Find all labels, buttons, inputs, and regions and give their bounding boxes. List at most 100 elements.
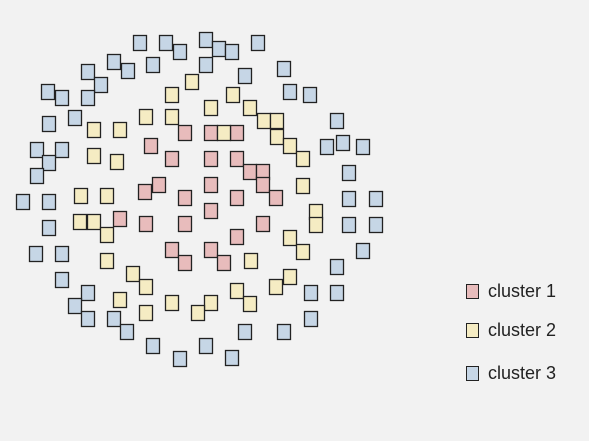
cluster-2-marker	[112, 291, 128, 309]
cluster-3-marker	[329, 112, 345, 130]
cluster-1-marker	[203, 202, 219, 220]
cluster-3-marker	[80, 89, 96, 107]
cluster-3-marker	[341, 216, 357, 234]
cluster-2-marker	[295, 177, 311, 195]
cluster-3-marker	[282, 83, 298, 101]
cluster-3-marker	[341, 190, 357, 208]
cluster-1-marker	[203, 241, 219, 259]
cluster-2-marker	[184, 73, 200, 91]
cluster-1-marker	[203, 150, 219, 168]
cluster-3-marker	[211, 40, 227, 58]
cluster-3-marker	[335, 134, 351, 152]
cluster-3-marker	[276, 60, 292, 78]
cluster-1-marker	[203, 124, 219, 142]
cluster-1-marker	[177, 189, 193, 207]
cluster-3-marker	[276, 323, 292, 341]
cluster-1-marker	[164, 150, 180, 168]
cluster-3-marker	[329, 258, 345, 276]
cluster-2-marker	[164, 108, 180, 126]
cluster-3-marker	[319, 138, 335, 156]
cluster-3-marker	[237, 323, 253, 341]
legend-swatch-cluster-1	[466, 284, 479, 299]
cluster-2-marker	[86, 121, 102, 139]
cluster-3-marker	[54, 141, 70, 159]
cluster-3-marker	[54, 271, 70, 289]
cluster-3-marker	[224, 349, 240, 367]
cluster-1-marker	[177, 254, 193, 272]
cluster-2-marker	[308, 216, 324, 234]
cluster-1-marker	[229, 228, 245, 246]
cluster-2-marker	[229, 282, 245, 300]
cluster-2-marker	[203, 294, 219, 312]
cluster-3-marker	[54, 89, 70, 107]
cluster-1-marker	[229, 124, 245, 142]
cluster-3-marker	[250, 34, 266, 52]
cluster-1-marker	[138, 215, 154, 233]
cluster-1-marker	[177, 215, 193, 233]
cluster-2-marker	[164, 86, 180, 104]
cluster-2-marker	[216, 124, 232, 142]
cluster-1-marker	[203, 176, 219, 194]
cluster-2-marker	[112, 121, 128, 139]
cluster-2-marker	[99, 187, 115, 205]
cluster-3-marker	[172, 43, 188, 61]
cluster-3-marker	[93, 76, 109, 94]
cluster-2-marker	[282, 137, 298, 155]
cluster-2-marker	[86, 147, 102, 165]
legend-label-cluster-1: cluster 1	[488, 281, 557, 301]
cluster-2-marker	[269, 128, 285, 146]
cluster-2-marker	[242, 99, 258, 117]
cluster-3-marker	[80, 63, 96, 81]
cluster-2-marker	[164, 294, 180, 312]
cluster-3-marker	[145, 337, 161, 355]
cluster-3-marker	[41, 154, 57, 172]
legend-item-cluster-2: cluster 2	[466, 320, 556, 341]
cluster-2-marker	[243, 252, 259, 270]
cluster-2-marker	[282, 229, 298, 247]
cluster-3-marker	[106, 53, 122, 71]
cluster-3-marker	[80, 284, 96, 302]
cluster-3-marker	[355, 138, 371, 156]
cluster-3-marker	[67, 297, 83, 315]
cluster-2-marker	[73, 187, 89, 205]
cluster-3-marker	[355, 242, 371, 260]
legend-swatch-cluster-3	[466, 366, 479, 381]
cluster-3-marker	[237, 67, 253, 85]
cluster-3-marker	[302, 86, 318, 104]
cluster-3-marker	[198, 337, 214, 355]
cluster-3-marker	[303, 310, 319, 328]
cluster-1-marker	[255, 176, 271, 194]
cluster-2-marker	[190, 304, 206, 322]
cluster-1-marker	[268, 189, 284, 207]
cluster-3-marker	[198, 56, 214, 74]
cluster-3-marker	[15, 193, 31, 211]
cluster-3-marker	[303, 284, 319, 302]
cluster-1-marker	[164, 241, 180, 259]
cluster-3-marker	[54, 245, 70, 263]
cluster-3-marker	[80, 310, 96, 328]
cluster-3-marker	[120, 62, 136, 80]
cluster-1-marker	[143, 137, 159, 155]
cluster-2-marker	[138, 108, 154, 126]
cluster-2-marker	[282, 268, 298, 286]
cluster-3-marker	[368, 190, 384, 208]
cluster-3-marker	[106, 310, 122, 328]
cluster-2-marker	[242, 295, 258, 313]
cluster-3-marker	[172, 350, 188, 368]
cluster-2-marker	[295, 150, 311, 168]
cluster-3-marker	[29, 141, 45, 159]
cluster-2-marker	[99, 252, 115, 270]
cluster-3-marker	[40, 83, 56, 101]
cluster-2-marker	[99, 226, 115, 244]
cluster-2-marker	[269, 112, 285, 130]
cluster-3-marker	[198, 31, 214, 49]
cluster-2-marker	[109, 153, 125, 171]
legend-item-cluster-3: cluster 3	[466, 363, 556, 384]
legend-label-cluster-2: cluster 2	[488, 320, 557, 340]
cluster-3-marker	[224, 43, 240, 61]
cluster-1-marker	[137, 183, 153, 201]
cluster-3-marker	[119, 323, 135, 341]
legend-label-cluster-3: cluster 3	[488, 363, 557, 383]
cluster-1-marker	[216, 254, 232, 272]
